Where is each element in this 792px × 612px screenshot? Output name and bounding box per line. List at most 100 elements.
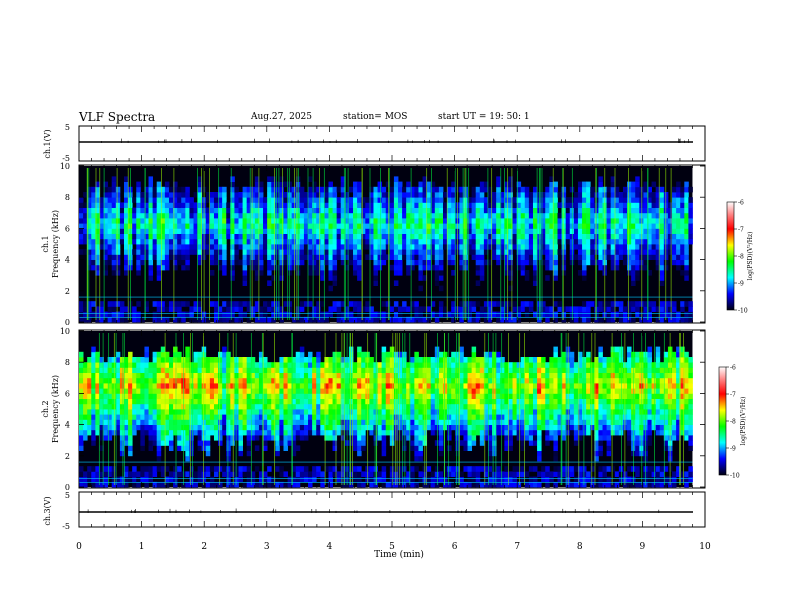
ch1-spec-cell bbox=[164, 181, 170, 188]
ch2-spec-cell bbox=[381, 398, 387, 405]
ch1-spec-cell bbox=[655, 316, 661, 323]
ch1-spec-cell bbox=[487, 238, 493, 245]
ch1-spec-cell bbox=[377, 244, 383, 250]
ch1-spec-cell bbox=[573, 306, 579, 312]
ch1-spec-cell bbox=[524, 259, 530, 266]
ch2-spec-cell bbox=[447, 377, 452, 384]
ch1-spec-cell bbox=[438, 233, 444, 240]
ch2-spec-cell bbox=[434, 440, 440, 446]
ch1-spec-cell bbox=[353, 301, 358, 307]
ch2-spec-cell bbox=[107, 398, 113, 405]
ch2-spec-cell bbox=[312, 383, 317, 389]
ch1-spec-cell bbox=[680, 254, 685, 260]
ch1-spec-cell bbox=[353, 264, 358, 271]
ch1-spec-cell bbox=[99, 311, 104, 318]
ch1-spec-cell bbox=[577, 259, 583, 266]
ch2-spec-cell bbox=[177, 367, 182, 373]
ch1-spec-cell bbox=[267, 218, 272, 224]
ch2-spec-cell bbox=[357, 481, 362, 488]
ch2-spec-cell bbox=[443, 409, 448, 415]
ch1-spec-cell bbox=[389, 192, 395, 198]
ch1-spec-cell bbox=[177, 207, 182, 214]
ch2-spec-cell bbox=[299, 346, 305, 353]
ch2-spec-cell bbox=[246, 388, 252, 394]
ch1-spec-cell bbox=[258, 181, 264, 188]
ch1-spec-cell bbox=[610, 192, 616, 198]
ch1-spec-cell bbox=[209, 238, 215, 245]
ch1-spec-cell bbox=[651, 197, 657, 203]
ch2-spec-cell bbox=[340, 383, 346, 389]
ch1-spec-cell bbox=[209, 244, 215, 250]
ch2-spec-cell bbox=[103, 367, 109, 373]
ch1-spec-cell bbox=[459, 311, 464, 318]
ch2-spec-cell bbox=[398, 403, 403, 410]
ch1-spec-cell bbox=[447, 259, 452, 266]
ch2-spec-cell bbox=[275, 435, 280, 441]
ch2-spec-cell bbox=[238, 440, 243, 446]
ch1-spec-cell bbox=[168, 218, 174, 224]
ch1-spec-cell bbox=[483, 218, 489, 224]
ch1-spec-cell bbox=[414, 311, 419, 318]
ch1-spec-cell bbox=[156, 223, 162, 229]
ch1-spec-cell bbox=[561, 218, 567, 224]
ch1-spec-cell bbox=[164, 207, 170, 214]
ch2-spec-cell bbox=[246, 466, 252, 472]
ch1-spec-cell bbox=[459, 218, 464, 224]
ch1-spec-cell bbox=[614, 212, 620, 219]
ch1-spec-cell bbox=[565, 233, 571, 240]
ch1-spec-cell bbox=[393, 259, 399, 266]
ch1-spec-cell bbox=[316, 311, 321, 318]
ch1-spec-cell bbox=[177, 306, 182, 312]
ch1-spec-cell bbox=[173, 207, 178, 214]
ch1-spec-cell bbox=[218, 259, 223, 266]
ch2-spec-cell bbox=[434, 424, 440, 431]
ch1-spec-cell bbox=[398, 249, 403, 255]
ch2-spec-cell bbox=[312, 398, 317, 405]
ch2-spec-cell bbox=[218, 393, 223, 399]
ch1-spec-cell bbox=[393, 197, 399, 203]
ch1-spec-cell bbox=[438, 186, 444, 193]
ch2-spec-cell bbox=[271, 388, 276, 394]
ch2-spec-cell bbox=[406, 481, 411, 488]
ch2-spec-cell bbox=[230, 424, 235, 431]
ch2-spec-cell bbox=[144, 357, 149, 363]
ch1-spec-cell bbox=[418, 275, 423, 281]
ch1-spec-cell bbox=[160, 223, 166, 229]
ch1-spec-cell bbox=[655, 249, 661, 255]
ch1-spec-cell bbox=[218, 186, 223, 193]
ch1-spec-cell bbox=[115, 244, 121, 250]
ch2-spec-cell bbox=[132, 367, 137, 373]
ch2-spec-cell bbox=[197, 367, 203, 373]
ch1-spec-cell bbox=[672, 197, 677, 203]
ch2-spec-cell bbox=[463, 445, 468, 451]
ch1-spec-cell bbox=[185, 244, 190, 250]
ch2-spec-cell bbox=[328, 476, 333, 483]
ch1-spec-cell bbox=[336, 316, 342, 323]
ch2-spec-cell bbox=[132, 398, 137, 405]
ch1-spec-cell bbox=[496, 186, 501, 193]
ch1-spec-cell bbox=[222, 259, 227, 266]
ch1-spec-cell bbox=[508, 202, 513, 208]
ch1-spec-cell bbox=[622, 228, 628, 234]
ch2-spec-cell bbox=[83, 409, 88, 415]
ch1-spec-cell bbox=[414, 306, 419, 312]
ch1-spec-cell bbox=[299, 228, 305, 234]
ch1-spec-cell bbox=[209, 207, 215, 214]
ch1-spec-cell bbox=[250, 186, 256, 193]
ch2-spec-cell bbox=[197, 351, 203, 358]
ch2-spec-cell bbox=[152, 367, 158, 373]
ch2-spec-cell bbox=[99, 377, 104, 384]
ch1-spec-cell bbox=[635, 228, 640, 234]
ch2-spec-cell bbox=[287, 377, 293, 384]
ch1-spec-cell bbox=[627, 233, 632, 240]
ch2-spec-cell bbox=[332, 403, 338, 410]
ch1-spec-cell bbox=[324, 259, 329, 266]
ch1-spec-cell bbox=[381, 238, 387, 245]
ch1-spec-cell bbox=[226, 202, 231, 208]
ch1-spec-cell bbox=[332, 259, 338, 266]
ch2-spec-cell bbox=[164, 398, 170, 405]
ch1-spec-cell bbox=[447, 223, 452, 229]
ch1-spec-cell bbox=[377, 254, 383, 260]
ch1-spec-cell bbox=[164, 186, 170, 193]
ch1-spec-cell bbox=[655, 212, 661, 219]
